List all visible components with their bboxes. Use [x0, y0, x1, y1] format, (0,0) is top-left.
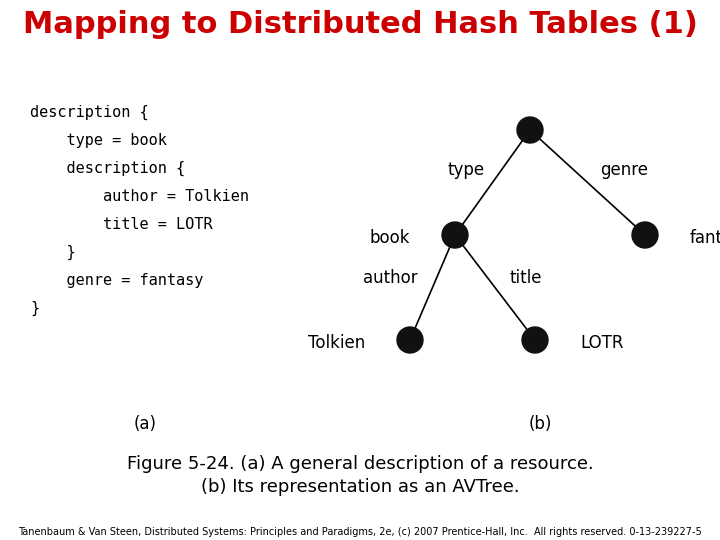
Text: author = Tolkien: author = Tolkien — [30, 189, 249, 204]
Text: Figure 5-24. (a) A general description of a resource.: Figure 5-24. (a) A general description o… — [127, 455, 593, 473]
Text: description {: description { — [30, 161, 185, 176]
Text: title: title — [510, 269, 542, 287]
Text: fantasy: fantasy — [690, 229, 720, 247]
Circle shape — [632, 222, 658, 248]
Text: }: } — [30, 245, 76, 260]
Text: (b) Its representation as an AVTree.: (b) Its representation as an AVTree. — [201, 478, 519, 496]
Text: book: book — [369, 229, 410, 247]
Text: LOTR: LOTR — [580, 334, 624, 352]
Circle shape — [517, 117, 543, 143]
Text: type: type — [448, 161, 485, 179]
Text: (a): (a) — [133, 415, 156, 433]
Text: description {: description { — [30, 105, 148, 120]
Text: type = book: type = book — [30, 133, 167, 148]
Circle shape — [442, 222, 468, 248]
Text: (b): (b) — [528, 415, 552, 433]
Text: Mapping to Distributed Hash Tables (1): Mapping to Distributed Hash Tables (1) — [22, 10, 698, 39]
Text: genre = fantasy: genre = fantasy — [30, 273, 203, 288]
Circle shape — [522, 327, 548, 353]
Text: Tanenbaum & Van Steen, Distributed Systems: Principles and Paradigms, 2e, (c) 20: Tanenbaum & Van Steen, Distributed Syste… — [18, 527, 702, 537]
Text: author: author — [364, 269, 418, 287]
Text: title = LOTR: title = LOTR — [30, 217, 212, 232]
Text: Tolkien: Tolkien — [307, 334, 365, 352]
Text: }: } — [30, 301, 39, 316]
Circle shape — [397, 327, 423, 353]
Text: genre: genre — [600, 161, 648, 179]
